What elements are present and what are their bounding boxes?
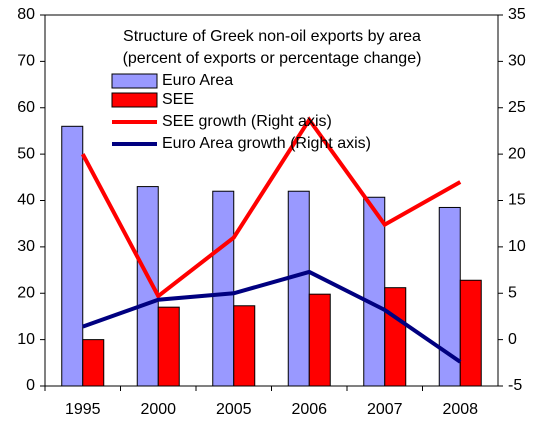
y2-tick-label: 35: [508, 6, 526, 23]
y-tick-label: 10: [17, 331, 35, 348]
y2-tick-label: 25: [508, 99, 526, 116]
bar: [459, 279, 482, 387]
y-tick-label: 80: [17, 6, 35, 23]
y-tick-label: 50: [17, 145, 35, 162]
legend-label: SEE growth (Right axis): [162, 113, 332, 130]
x-tick-label: 2008: [442, 401, 478, 418]
y-tick-label: 20: [17, 284, 35, 301]
y-tick-label: 70: [17, 53, 35, 70]
x-tick-label: 1995: [65, 401, 101, 418]
x-tick-label: 2005: [216, 401, 252, 418]
y2-tick-label: 30: [508, 53, 526, 70]
x-tick-label: 2000: [140, 401, 176, 418]
y2-tick-label: 0: [508, 331, 517, 348]
bar: [157, 306, 180, 387]
x-tick-label: 2006: [291, 401, 327, 418]
y2-tick-label: 10: [508, 238, 526, 255]
legend-swatch: [111, 92, 158, 108]
chart-title: Structure of Greek non-oil exports by ar…: [123, 28, 421, 45]
x-tick-label: 2007: [367, 401, 403, 418]
legend-swatch: [111, 73, 158, 89]
y-tick-label: 60: [17, 99, 35, 116]
bar: [287, 190, 310, 387]
legend-label: SEE: [162, 91, 194, 108]
bar: [308, 293, 331, 387]
y-tick-label: 40: [17, 192, 35, 209]
chart-subtitle: (percent of exports or percentage change…: [123, 50, 422, 67]
y-tick-label: 0: [26, 377, 35, 394]
line-series: [82, 269, 462, 364]
bar: [212, 190, 235, 387]
line-series: [80, 116, 462, 300]
y2-tick-label: 20: [508, 145, 526, 162]
bar: [136, 186, 159, 387]
bar: [233, 305, 256, 387]
y2-tick-label: 5: [508, 284, 517, 301]
legend-label: Euro Area: [162, 72, 233, 89]
bar: [61, 125, 84, 387]
bar: [82, 339, 105, 387]
bar: [384, 287, 407, 387]
legend-label: Euro Area growth (Right axis): [162, 135, 371, 152]
y2-tick-label: 15: [508, 192, 526, 209]
bar: [363, 196, 386, 387]
y2-tick-label: -5: [508, 377, 522, 394]
y-tick-label: 30: [17, 238, 35, 255]
